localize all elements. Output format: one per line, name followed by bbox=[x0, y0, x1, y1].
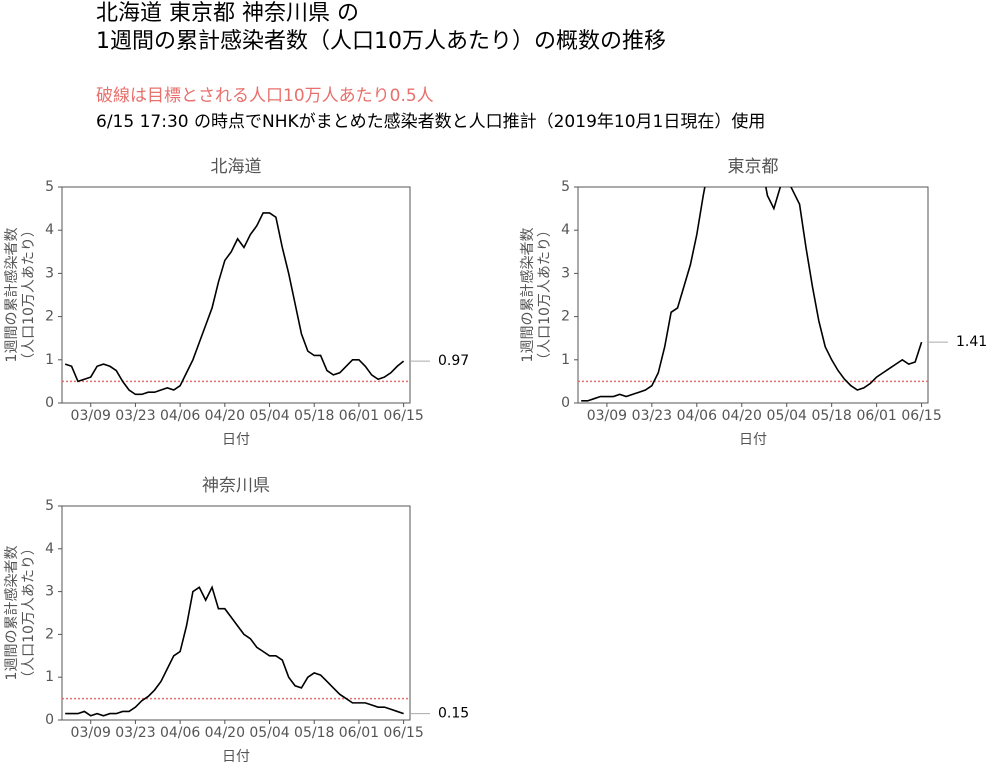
y-tick-label: 2 bbox=[561, 309, 570, 325]
x-tick-label: 03/09 bbox=[71, 725, 111, 741]
y-axis-label: 1週間の累計感染者数 bbox=[519, 228, 536, 363]
plot-frame bbox=[61, 186, 411, 404]
chart-title: 東京都 bbox=[728, 157, 779, 177]
x-tick-label: 04/06 bbox=[160, 408, 200, 424]
x-tick-label: 06/01 bbox=[856, 408, 896, 424]
y-tick-label: 5 bbox=[561, 179, 570, 195]
y-tick-label: 0 bbox=[45, 395, 54, 411]
x-tick-label: 03/09 bbox=[71, 408, 111, 424]
end-value-label: 1.41 bbox=[956, 334, 987, 350]
x-tick-label: 06/15 bbox=[383, 408, 423, 424]
y-tick-label: 1 bbox=[561, 352, 570, 368]
x-tick-label: 04/20 bbox=[722, 408, 762, 424]
note: 破線は目標とされる人口10万人あたり0.5人 bbox=[96, 86, 434, 106]
plot-frame bbox=[577, 186, 929, 404]
subtitle: 6/15 17:30 の時点でNHKがまとめた感染者数と人口推計（2019年10… bbox=[96, 111, 765, 132]
end-value-label: 0.97 bbox=[438, 353, 469, 369]
y-axis-label: （人口10万人あたり） bbox=[537, 223, 553, 367]
x-tick-label: 03/09 bbox=[587, 408, 627, 424]
y-tick-label: 1 bbox=[45, 352, 54, 368]
title-line: 北海道 東京都 神奈川県 の bbox=[96, 1, 359, 26]
x-tick-label: 06/01 bbox=[339, 725, 379, 741]
y-tick-label: 4 bbox=[561, 222, 570, 238]
y-axis-label: （人口10万人あたり） bbox=[21, 223, 37, 367]
y-tick-label: 4 bbox=[45, 222, 54, 238]
y-tick-label: 4 bbox=[45, 541, 54, 557]
y-tick-label: 5 bbox=[45, 179, 54, 195]
series-line bbox=[581, 187, 923, 402]
y-tick-label: 3 bbox=[45, 265, 54, 281]
x-axis-label: 日付 bbox=[739, 432, 767, 448]
chart-title: 神奈川県 bbox=[202, 476, 270, 496]
plot-frame bbox=[61, 505, 411, 721]
x-tick-label: 03/23 bbox=[115, 725, 155, 741]
x-tick-label: 04/20 bbox=[205, 408, 245, 424]
y-tick-label: 3 bbox=[45, 584, 54, 600]
x-axis-label: 日付 bbox=[222, 432, 250, 448]
y-tick-label: 3 bbox=[561, 265, 570, 281]
y-tick-label: 5 bbox=[45, 498, 54, 514]
x-tick-label: 04/06 bbox=[160, 725, 200, 741]
y-tick-label: 0 bbox=[561, 395, 570, 411]
x-tick-label: 05/18 bbox=[294, 725, 334, 741]
x-tick-label: 06/15 bbox=[383, 725, 423, 741]
title-line: 1週間の累計感染者数（人口10万人あたり）の概数の推移 bbox=[96, 29, 666, 54]
y-axis-label: （人口10万人あたり） bbox=[21, 541, 37, 685]
x-tick-label: 05/18 bbox=[811, 408, 851, 424]
end-value-label: 0.15 bbox=[438, 706, 469, 722]
y-tick-label: 0 bbox=[45, 712, 54, 728]
x-tick-label: 03/23 bbox=[115, 408, 155, 424]
x-tick-label: 04/06 bbox=[677, 408, 717, 424]
x-tick-label: 05/04 bbox=[767, 408, 807, 424]
x-axis-label: 日付 bbox=[222, 749, 250, 765]
y-tick-label: 2 bbox=[45, 309, 54, 325]
y-axis-label: 1週間の累計感染者数 bbox=[3, 228, 20, 363]
x-tick-label: 05/04 bbox=[249, 725, 289, 741]
y-tick-label: 1 bbox=[45, 669, 54, 685]
x-tick-label: 04/20 bbox=[205, 725, 245, 741]
x-tick-label: 05/04 bbox=[249, 408, 289, 424]
x-tick-label: 06/15 bbox=[901, 408, 941, 424]
chart-title: 北海道 bbox=[211, 157, 262, 177]
x-tick-label: 05/18 bbox=[294, 408, 334, 424]
series-line bbox=[64, 212, 405, 396]
y-axis-label: 1週間の累計感染者数 bbox=[3, 546, 20, 681]
x-tick-label: 03/23 bbox=[632, 408, 672, 424]
y-tick-label: 2 bbox=[45, 626, 54, 642]
x-tick-label: 06/01 bbox=[339, 408, 379, 424]
series-line bbox=[65, 585, 404, 717]
